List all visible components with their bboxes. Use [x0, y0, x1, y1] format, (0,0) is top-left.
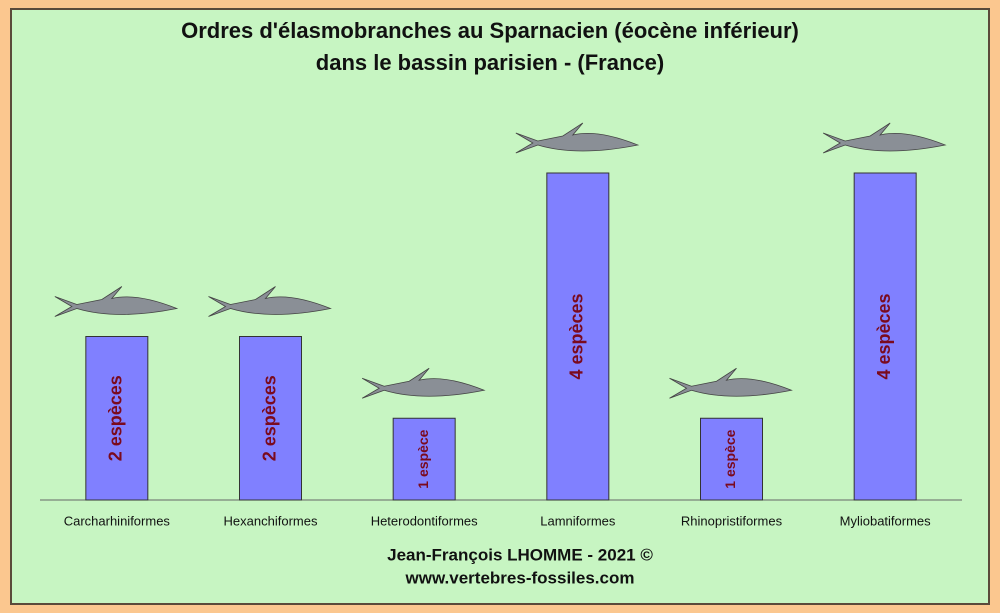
- bar: [85, 336, 149, 501]
- x-tick-label: Carcharhiniformes: [64, 513, 171, 528]
- fish-illustration: [208, 286, 332, 317]
- x-tick-label: Heterodontiformes: [371, 513, 478, 528]
- footer-author: Jean-François LHOMME - 2021 ©: [387, 545, 653, 564]
- fish-illustration: [515, 122, 640, 154]
- bar: [546, 172, 610, 501]
- value-label: 1 espèce: [722, 429, 738, 488]
- fish-illustration: [669, 367, 793, 399]
- x-tick-label: Rhinopristiformes: [681, 513, 783, 528]
- x-tick-label: Myliobatiformes: [840, 513, 932, 528]
- x-tick-label: Lamniformes: [540, 513, 616, 528]
- bar: [392, 417, 456, 501]
- bar: [700, 417, 763, 501]
- fish-illustration: [361, 367, 486, 399]
- footer-url: www.vertebres-fossiles.com: [405, 568, 635, 587]
- fish-illustration: [54, 286, 179, 317]
- value-label: 4 espèces: [874, 293, 894, 379]
- plot-background: [10, 8, 990, 605]
- fish-illustration: [822, 122, 947, 154]
- value-label: 1 espèce: [415, 429, 431, 488]
- bar: [853, 172, 917, 501]
- value-label: 2 espèces: [259, 375, 279, 461]
- value-label: 2 espèces: [106, 375, 126, 461]
- chart-subtitle: dans le bassin parisien - (France): [316, 50, 664, 75]
- value-label: 4 espèces: [567, 293, 587, 379]
- chart-title: Ordres d'élasmobranches au Sparnacien (é…: [181, 18, 799, 43]
- x-tick-label: Hexanchiformes: [224, 513, 318, 528]
- bar: [239, 336, 302, 501]
